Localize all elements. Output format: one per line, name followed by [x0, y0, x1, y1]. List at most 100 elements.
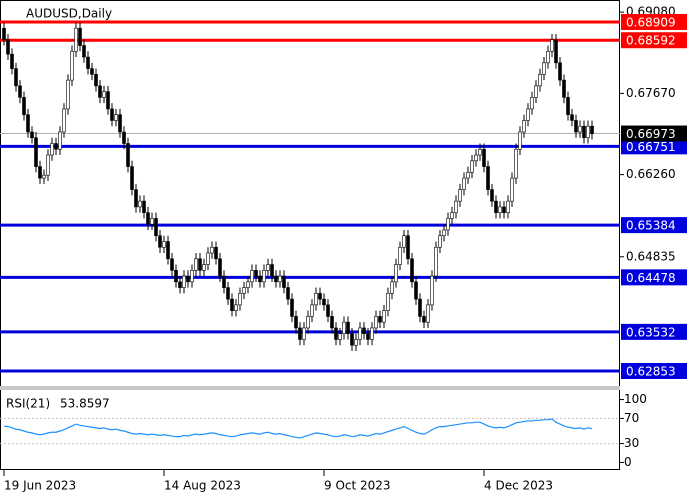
x-tick-label: 4 Dec 2023	[484, 479, 553, 493]
candle-body	[178, 281, 182, 288]
candle-body	[498, 206, 502, 213]
candle-body	[302, 327, 306, 340]
candle-body	[282, 275, 286, 288]
candle-body	[142, 200, 146, 213]
candle-body	[190, 270, 194, 283]
candle-body	[350, 333, 354, 346]
candle-body	[418, 298, 422, 317]
candle-body	[46, 154, 50, 176]
candle-body	[18, 85, 22, 98]
level-label: 0.68909	[626, 15, 676, 29]
candle-body	[270, 264, 274, 277]
candle-body	[366, 333, 370, 340]
candle-body	[310, 304, 314, 317]
candle-body	[462, 177, 466, 190]
candle-body	[274, 275, 278, 283]
candle-body	[382, 310, 386, 323]
candle-body	[330, 316, 334, 329]
candle-body	[158, 235, 162, 248]
candle-body	[490, 189, 494, 202]
candle-body	[430, 275, 434, 306]
candle-body	[562, 79, 566, 98]
candle-body	[298, 327, 302, 340]
candle-body	[58, 131, 62, 150]
level-label: 0.65384	[626, 219, 676, 233]
rsi-line	[3, 418, 593, 439]
candle-body	[566, 97, 570, 115]
candle-body	[290, 298, 294, 317]
current-price-label: 0.66973	[626, 127, 676, 141]
candle-body	[126, 143, 130, 167]
candle-body	[454, 200, 458, 213]
candle-body	[386, 293, 390, 311]
candle-body	[262, 270, 266, 283]
candle-body	[78, 27, 82, 46]
candle-body	[358, 327, 362, 340]
candle-body	[150, 218, 154, 225]
candle-body	[70, 50, 74, 81]
candle-body	[30, 131, 34, 139]
candle-body	[546, 50, 550, 64]
candle-body	[50, 143, 54, 156]
candle-body	[474, 154, 478, 162]
candle-body	[450, 212, 454, 219]
y-tick-label: 100	[624, 392, 647, 406]
candle-body	[370, 327, 374, 340]
candle-body	[530, 97, 534, 110]
candle-body	[354, 339, 358, 346]
candle-body	[538, 74, 542, 87]
y-tick-label: 70	[624, 411, 639, 425]
x-tick-label: 9 Oct 2023	[324, 479, 391, 493]
candle-body	[570, 114, 574, 121]
candle-body	[414, 281, 418, 300]
candle-body	[6, 39, 10, 55]
candle-body	[318, 293, 322, 300]
candle-body	[534, 85, 538, 98]
level-label: 0.66751	[626, 140, 676, 154]
candle-body	[242, 287, 246, 294]
level-label-box	[621, 217, 687, 234]
candle-body	[486, 166, 490, 190]
level-label-box	[621, 323, 687, 340]
candle-body	[102, 91, 106, 98]
candle-body	[574, 120, 578, 133]
candle-body	[206, 252, 210, 265]
candle-body	[62, 108, 66, 133]
candle-body	[82, 45, 86, 58]
candle-body	[110, 108, 114, 121]
candle-body	[322, 298, 326, 306]
candle-body	[510, 177, 514, 202]
candle-body	[226, 287, 230, 300]
candle-body	[234, 304, 238, 311]
candle-body	[86, 56, 90, 69]
candle-body	[146, 212, 150, 225]
candle-body	[114, 114, 118, 121]
candle-body	[394, 264, 398, 283]
level-label-box	[621, 362, 687, 379]
y-tick-label: 0	[624, 455, 632, 469]
candle-body	[218, 258, 222, 277]
level-label: 0.68592	[626, 34, 676, 48]
candle-body	[502, 206, 506, 213]
candle-body	[134, 189, 138, 208]
candle-body	[506, 200, 510, 213]
candle-body	[494, 200, 498, 213]
candle-body	[10, 53, 14, 69]
candle-body	[398, 246, 402, 265]
candle-body	[434, 246, 438, 277]
level-label: 0.62853	[626, 364, 676, 378]
candle-body	[194, 258, 198, 271]
candle-body	[162, 241, 166, 248]
candle-body	[578, 125, 582, 133]
candle-body	[338, 333, 342, 340]
candle-body	[542, 62, 546, 75]
level-label-box	[621, 269, 687, 286]
candle-body	[478, 148, 482, 156]
rsi-title: RSI(21)	[6, 397, 50, 411]
candle-body	[522, 120, 526, 133]
candle-body	[74, 27, 78, 52]
candle-body	[26, 114, 30, 133]
candle-body	[326, 304, 330, 317]
candle-body	[130, 166, 134, 190]
